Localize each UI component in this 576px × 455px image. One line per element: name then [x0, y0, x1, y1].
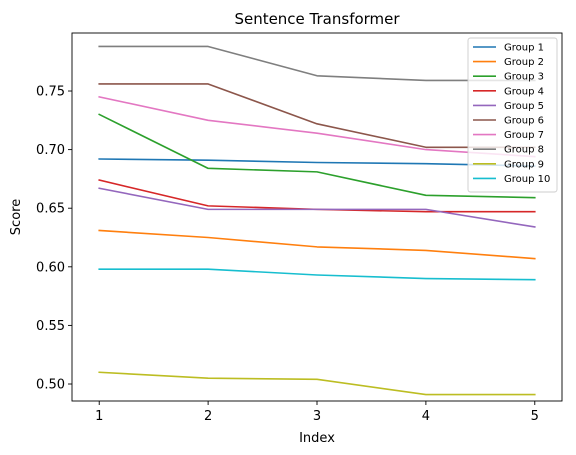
legend-label: Group 10 — [504, 174, 550, 185]
x-axis-label: Index — [299, 431, 335, 446]
legend-label: Group 8 — [504, 145, 544, 156]
series-line-group-2 — [98, 229, 536, 260]
legend-label: Group 3 — [504, 72, 544, 83]
legend-label: Group 6 — [504, 116, 544, 127]
legend-label: Group 2 — [504, 57, 544, 68]
series-line-group-1 — [98, 158, 536, 167]
series-line-group-9 — [98, 371, 536, 396]
series-line-group-7 — [98, 95, 536, 158]
axes: 1 2 3 4 5 0.50 0.55 0.60 0.65 0.70 0.75 — [36, 32, 563, 424]
legend-label: Group 5 — [504, 101, 544, 112]
y-tick-label: 0.50 — [36, 378, 65, 393]
x-tick-label: 2 — [204, 409, 212, 424]
series-line-group-10 — [98, 268, 536, 281]
series-line-group-5 — [98, 187, 536, 228]
y-tick-label: 0.60 — [36, 260, 65, 275]
x-tick-label: 5 — [531, 409, 539, 424]
y-tick-label: 0.55 — [36, 319, 65, 334]
x-tick-label: 4 — [422, 409, 430, 424]
x-tick-label: 1 — [95, 409, 103, 424]
y-tick-label: 0.70 — [36, 143, 65, 158]
y-tick-label: 0.75 — [36, 85, 65, 100]
series-line-group-3 — [98, 113, 536, 199]
series-line-group-6 — [98, 83, 536, 149]
y-axis-label: Score — [9, 199, 24, 235]
x-tick-label: 3 — [313, 409, 321, 424]
legend-label: Group 7 — [504, 130, 544, 141]
legend-label: Group 4 — [504, 86, 544, 97]
plot-area — [98, 45, 536, 396]
chart-title: Sentence Transformer — [234, 10, 400, 28]
y-tick-label: 0.65 — [36, 202, 65, 217]
series-line-group-8 — [98, 45, 536, 82]
legend-label: Group 1 — [504, 43, 544, 54]
legend-label: Group 9 — [504, 159, 544, 170]
legend: Group 1 Group 2 Group 3 Group 4 Group 5 Group… — [467, 37, 558, 193]
